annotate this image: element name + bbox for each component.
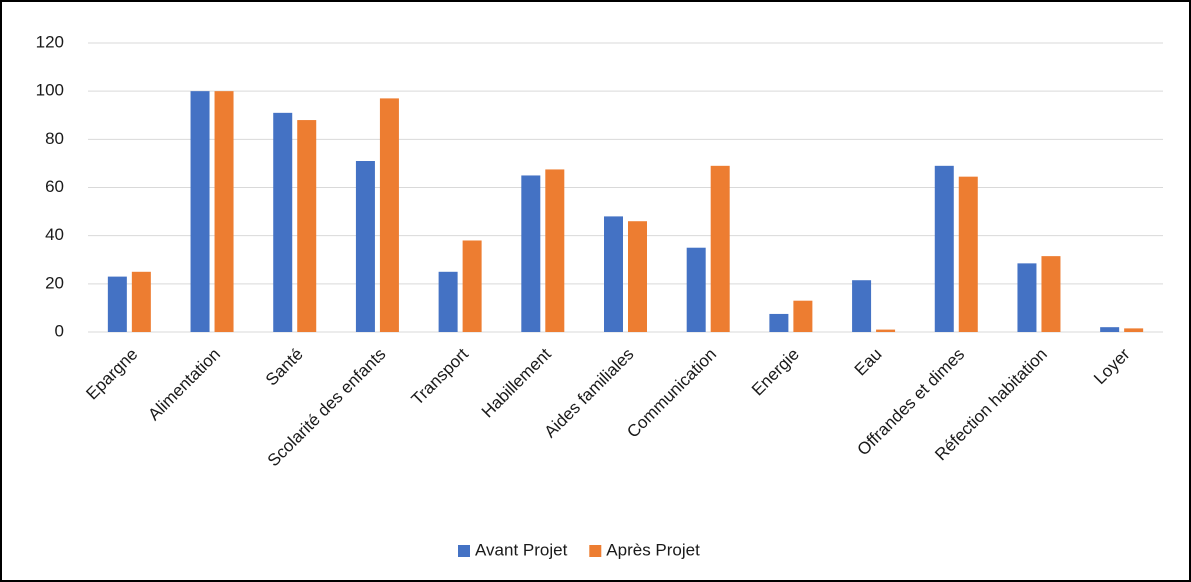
y-tick-label: 40 — [45, 225, 64, 244]
legend-swatch — [589, 545, 602, 557]
bar — [462, 240, 482, 332]
bar — [769, 313, 789, 332]
y-tick-label: 100 — [36, 81, 64, 100]
y-tick-label: 20 — [45, 273, 64, 292]
bar — [876, 329, 896, 332]
y-tick-label: 80 — [45, 129, 64, 148]
bar — [297, 120, 317, 332]
bar — [1041, 256, 1061, 332]
bar — [1124, 328, 1144, 332]
bar — [934, 165, 954, 332]
bar — [604, 216, 623, 332]
y-tick-label: 120 — [36, 32, 64, 51]
bar — [710, 165, 730, 332]
bar — [628, 221, 647, 332]
legend-label: Après Projet — [606, 540, 700, 559]
bar — [686, 247, 706, 332]
bar — [438, 271, 458, 332]
bar — [107, 276, 127, 332]
bar — [545, 169, 565, 332]
bar — [214, 91, 234, 333]
bar — [958, 176, 978, 332]
bar — [793, 300, 813, 332]
y-tick-label: 60 — [45, 177, 64, 196]
bar — [521, 175, 541, 332]
y-tick-label: 0 — [55, 321, 64, 340]
bar — [190, 91, 210, 333]
bar — [1017, 263, 1037, 332]
bar — [852, 280, 872, 332]
bar — [131, 271, 151, 332]
bar — [379, 98, 399, 333]
legend-label: Avant Projet — [475, 540, 568, 559]
bar — [273, 112, 293, 332]
bar — [1100, 327, 1120, 332]
legend-swatch — [458, 545, 470, 557]
bar — [355, 161, 375, 332]
